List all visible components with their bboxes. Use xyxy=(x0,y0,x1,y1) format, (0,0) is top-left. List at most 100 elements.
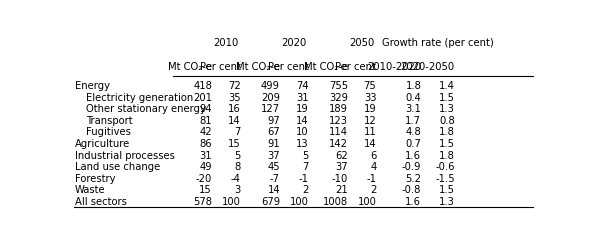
Text: 3: 3 xyxy=(234,185,240,195)
Text: 86: 86 xyxy=(200,139,212,149)
Text: 2: 2 xyxy=(370,185,377,195)
Text: 100: 100 xyxy=(358,197,377,207)
Text: 74: 74 xyxy=(296,81,308,91)
Text: Land use change: Land use change xyxy=(75,162,160,172)
Text: 15: 15 xyxy=(200,185,212,195)
Text: -0.9: -0.9 xyxy=(402,162,422,172)
Text: 5: 5 xyxy=(234,151,240,161)
Text: 14: 14 xyxy=(228,116,240,126)
Text: 1.5: 1.5 xyxy=(439,92,455,103)
Text: 1.3: 1.3 xyxy=(439,104,455,114)
Text: 81: 81 xyxy=(200,116,212,126)
Text: -1.5: -1.5 xyxy=(435,174,455,184)
Text: 16: 16 xyxy=(228,104,240,114)
Text: 6: 6 xyxy=(370,151,377,161)
Text: -20: -20 xyxy=(196,174,212,184)
Text: 2050: 2050 xyxy=(349,38,375,48)
Text: 499: 499 xyxy=(261,81,280,91)
Text: 14: 14 xyxy=(363,139,377,149)
Text: 31: 31 xyxy=(296,92,308,103)
Text: 2020-2050: 2020-2050 xyxy=(401,62,455,72)
Text: 8: 8 xyxy=(234,162,240,172)
Text: -1: -1 xyxy=(298,174,308,184)
Text: -10: -10 xyxy=(332,174,348,184)
Text: 2010-2020: 2010-2020 xyxy=(367,62,422,72)
Text: 755: 755 xyxy=(329,81,348,91)
Text: -7: -7 xyxy=(270,174,280,184)
Text: Electricity generation: Electricity generation xyxy=(86,92,194,103)
Text: 42: 42 xyxy=(200,127,212,137)
Text: Waste: Waste xyxy=(75,185,105,195)
Text: 37: 37 xyxy=(335,162,348,172)
Text: Transport: Transport xyxy=(86,116,133,126)
Text: 1.5: 1.5 xyxy=(439,185,455,195)
Text: 21: 21 xyxy=(335,185,348,195)
Text: 189: 189 xyxy=(329,104,348,114)
Text: Mt CO₂-e: Mt CO₂-e xyxy=(304,62,348,72)
Text: 418: 418 xyxy=(193,81,212,91)
Text: 45: 45 xyxy=(268,162,280,172)
Text: 14: 14 xyxy=(268,185,280,195)
Text: Growth rate (per cent): Growth rate (per cent) xyxy=(382,38,494,48)
Text: 35: 35 xyxy=(228,92,240,103)
Text: Per cent: Per cent xyxy=(268,62,308,72)
Text: 1.6: 1.6 xyxy=(406,197,422,207)
Text: 1.5: 1.5 xyxy=(439,139,455,149)
Text: 94: 94 xyxy=(200,104,212,114)
Text: 13: 13 xyxy=(296,139,308,149)
Text: 15: 15 xyxy=(228,139,240,149)
Text: Per cent: Per cent xyxy=(200,62,240,72)
Text: 31: 31 xyxy=(200,151,212,161)
Text: 123: 123 xyxy=(329,116,348,126)
Text: Per cent: Per cent xyxy=(336,62,377,72)
Text: 12: 12 xyxy=(363,116,377,126)
Text: 0.4: 0.4 xyxy=(406,92,422,103)
Text: 19: 19 xyxy=(363,104,377,114)
Text: 142: 142 xyxy=(329,139,348,149)
Text: 97: 97 xyxy=(267,116,280,126)
Text: Fugitives: Fugitives xyxy=(86,127,131,137)
Text: 91: 91 xyxy=(267,139,280,149)
Text: 4: 4 xyxy=(370,162,377,172)
Text: 75: 75 xyxy=(363,81,377,91)
Text: 37: 37 xyxy=(268,151,280,161)
Text: 127: 127 xyxy=(261,104,280,114)
Text: All sectors: All sectors xyxy=(75,197,127,207)
Text: 7: 7 xyxy=(302,162,308,172)
Text: 2020: 2020 xyxy=(282,38,307,48)
Text: 329: 329 xyxy=(329,92,348,103)
Text: 0.8: 0.8 xyxy=(439,116,455,126)
Text: 19: 19 xyxy=(295,104,308,114)
Text: 33: 33 xyxy=(364,92,377,103)
Text: 1.8: 1.8 xyxy=(439,127,455,137)
Text: Mt CO₂-e: Mt CO₂-e xyxy=(168,62,212,72)
Text: 10: 10 xyxy=(296,127,308,137)
Text: 209: 209 xyxy=(261,92,280,103)
Text: 0.7: 0.7 xyxy=(406,139,422,149)
Text: 7: 7 xyxy=(234,127,240,137)
Text: 114: 114 xyxy=(329,127,348,137)
Text: Agriculture: Agriculture xyxy=(75,139,130,149)
Text: 201: 201 xyxy=(193,92,212,103)
Text: Energy: Energy xyxy=(75,81,110,91)
Text: 4.8: 4.8 xyxy=(406,127,422,137)
Text: 11: 11 xyxy=(363,127,377,137)
Text: Mt CO₂-e: Mt CO₂-e xyxy=(236,62,280,72)
Text: 1.7: 1.7 xyxy=(406,116,422,126)
Text: 1.4: 1.4 xyxy=(439,81,455,91)
Text: Other stationary energy: Other stationary energy xyxy=(86,104,206,114)
Text: -4: -4 xyxy=(231,174,240,184)
Text: 1.8: 1.8 xyxy=(439,151,455,161)
Text: 578: 578 xyxy=(193,197,212,207)
Text: 1008: 1008 xyxy=(323,197,348,207)
Text: 5.2: 5.2 xyxy=(406,174,422,184)
Text: 67: 67 xyxy=(267,127,280,137)
Text: 1.8: 1.8 xyxy=(406,81,422,91)
Text: 3.1: 3.1 xyxy=(406,104,422,114)
Text: 14: 14 xyxy=(296,116,308,126)
Text: 49: 49 xyxy=(200,162,212,172)
Text: 2: 2 xyxy=(302,185,308,195)
Text: 679: 679 xyxy=(261,197,280,207)
Text: Forestry: Forestry xyxy=(75,174,115,184)
Text: 62: 62 xyxy=(335,151,348,161)
